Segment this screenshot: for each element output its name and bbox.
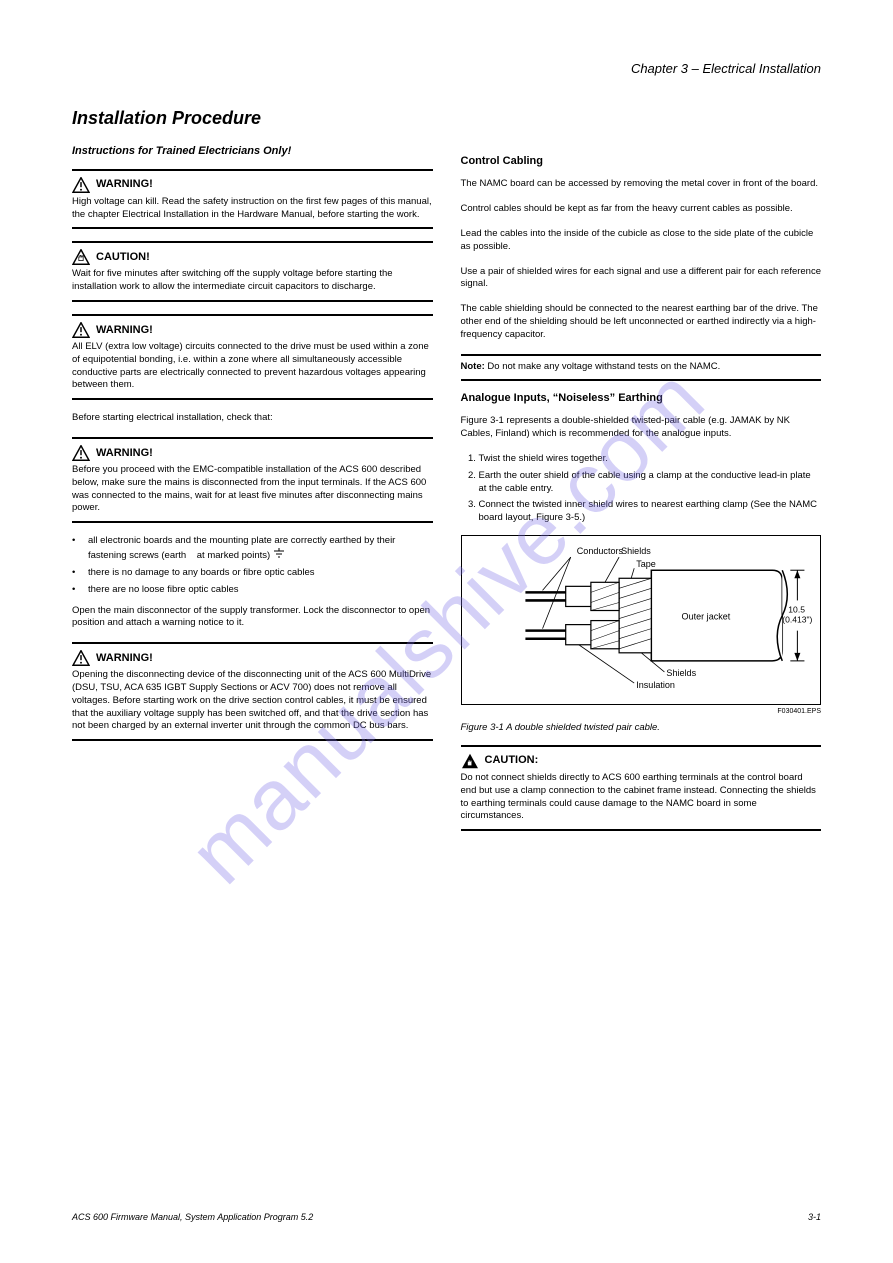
warning-triangle-icon — [72, 322, 90, 338]
chapter-label: Chapter 3 – — [631, 61, 699, 76]
caution-text: Do not connect shields directly to ACS 6… — [461, 772, 822, 823]
warning-triangle-icon — [72, 650, 90, 666]
svg-text:Insulation: Insulation — [636, 680, 675, 690]
warning-block-4: WARNING! Opening the disconnecting devic… — [72, 642, 433, 741]
list-item: Twist the shield wires together. — [479, 453, 822, 466]
svg-text:Shields: Shields — [666, 668, 696, 678]
two-column-layout: Installation Procedure Instructions for … — [72, 106, 821, 844]
note-text: Do not make any voltage withstand tests … — [487, 361, 720, 372]
cabling-para: The cable shielding should be connected … — [461, 303, 822, 341]
before-text: Before starting electrical installation,… — [72, 412, 433, 425]
figure-caption: Figure 3-1 A double shielded twisted pai… — [461, 722, 822, 735]
cabling-para: Control cables should be kept as far fro… — [461, 203, 822, 216]
warning-block-1: WARNING! High voltage can kill. Read the… — [72, 169, 433, 230]
warning-head: WARNING! — [72, 650, 433, 666]
caution-head: CAUTION! — [72, 249, 433, 265]
caution-hand-solid-triangle-icon — [461, 753, 479, 769]
bullet-text: there are no loose fibre optic cables — [88, 584, 239, 597]
cabling-para: Lead the cables into the inside of the c… — [461, 228, 822, 254]
bullet-item: • there is no damage to any boards or fi… — [72, 567, 433, 580]
bullet-marker: • — [72, 535, 82, 563]
cabling-para: The NAMC board can be accessed by removi… — [461, 178, 822, 191]
bullet-marker: • — [72, 567, 82, 580]
warning-label: WARNING! — [96, 177, 153, 192]
note-block: Note: Do not make any voltage withstand … — [461, 354, 822, 381]
warning-label: WARNING! — [96, 323, 153, 338]
list-item: Earth the outer shield of the cable usin… — [479, 470, 822, 496]
analog-para: Figure 3-1 represents a double-shielded … — [461, 415, 822, 441]
section-title: Installation Procedure — [72, 106, 433, 130]
caution-label: CAUTION: — [485, 753, 539, 768]
note-body: Note: Do not make any voltage withstand … — [461, 361, 822, 374]
warning-text: High voltage can kill. Read the safety i… — [72, 196, 433, 222]
note-label: Note: — [461, 361, 485, 372]
svg-text:Tape: Tape — [636, 559, 656, 569]
bullet-item: • all electronic boards and the mounting… — [72, 535, 433, 563]
right-column: Control Cabling The NAMC board can be ac… — [461, 106, 822, 844]
footer-page-no: 3-1 — [808, 1211, 821, 1223]
warning-label: WARNING! — [96, 446, 153, 461]
caution-text: Wait for five minutes after switching of… — [72, 268, 433, 294]
svg-text:(0.413"): (0.413") — [782, 615, 812, 625]
cabling-heading: Control Cabling — [461, 154, 822, 169]
warning-triangle-icon — [72, 177, 90, 193]
bullet-text-content: all electronic boards and the mounting p… — [88, 535, 395, 561]
analog-steps: Twist the shield wires together. Earth t… — [461, 453, 822, 525]
caution-label: CAUTION! — [96, 250, 150, 265]
warning-head: WARNING! — [72, 322, 433, 338]
bullet-text: all electronic boards and the mounting p… — [88, 535, 433, 563]
warning-triangle-icon — [72, 445, 90, 461]
svg-text:Conductors: Conductors — [576, 546, 623, 556]
left-column: Installation Procedure Instructions for … — [72, 106, 433, 844]
analog-heading: Analogue Inputs, “Noiseless” Earthing — [461, 391, 822, 406]
warning-head: WARNING! — [72, 445, 433, 461]
figure-eps-label: F030401.EPS — [461, 707, 822, 716]
warning-text: All ELV (extra low voltage) circuits con… — [72, 341, 433, 392]
bullet-marker: • — [72, 584, 82, 597]
chapter-title: Electrical Installation — [703, 61, 822, 76]
warning-label: WARNING! — [96, 651, 153, 666]
warning-text: Before you proceed with the EMC-compatib… — [72, 464, 433, 515]
post-bullet-text: Open the main disconnector of the supply… — [72, 605, 433, 631]
caution-hand-triangle-icon — [72, 249, 90, 265]
caution-block-1: CAUTION! Wait for five minutes after swi… — [72, 241, 433, 302]
cabling-para: Use a pair of shielded wires for each si… — [461, 266, 822, 292]
bullet-text: there is no damage to any boards or fibr… — [88, 567, 315, 580]
warning-head: WARNING! — [72, 177, 433, 193]
warning-text: Opening the disconnecting device of the … — [72, 669, 433, 733]
page-footer: ACS 600 Firmware Manual, System Applicat… — [72, 1211, 821, 1223]
cable-cross-section-svg: Conductors Shields Tape Outer jacket 10.… — [470, 540, 813, 691]
svg-text:Shields: Shields — [621, 546, 651, 556]
instruction-heading: Instructions for Trained Electricians On… — [72, 144, 433, 159]
svg-text:10.5: 10.5 — [788, 605, 805, 615]
bullet-item: • there are no loose fibre optic cables — [72, 584, 433, 597]
figure-cable-diagram: Conductors Shields Tape Outer jacket 10.… — [461, 535, 822, 705]
caution-block-2: CAUTION: Do not connect shields directly… — [461, 745, 822, 831]
caution-head: CAUTION: — [461, 753, 822, 769]
page-header: Chapter 3 – Electrical Installation — [72, 60, 821, 78]
warning-block-3: WARNING! Before you proceed with the EMC… — [72, 437, 433, 523]
footer-doc-id: ACS 600 Firmware Manual, System Applicat… — [72, 1211, 313, 1223]
svg-text:Outer jacket: Outer jacket — [681, 612, 730, 622]
warning-block-2: WARNING! All ELV (extra low voltage) cir… — [72, 314, 433, 400]
list-item: Connect the twisted inner shield wires t… — [479, 499, 822, 525]
ground-symbol-icon — [273, 548, 285, 563]
